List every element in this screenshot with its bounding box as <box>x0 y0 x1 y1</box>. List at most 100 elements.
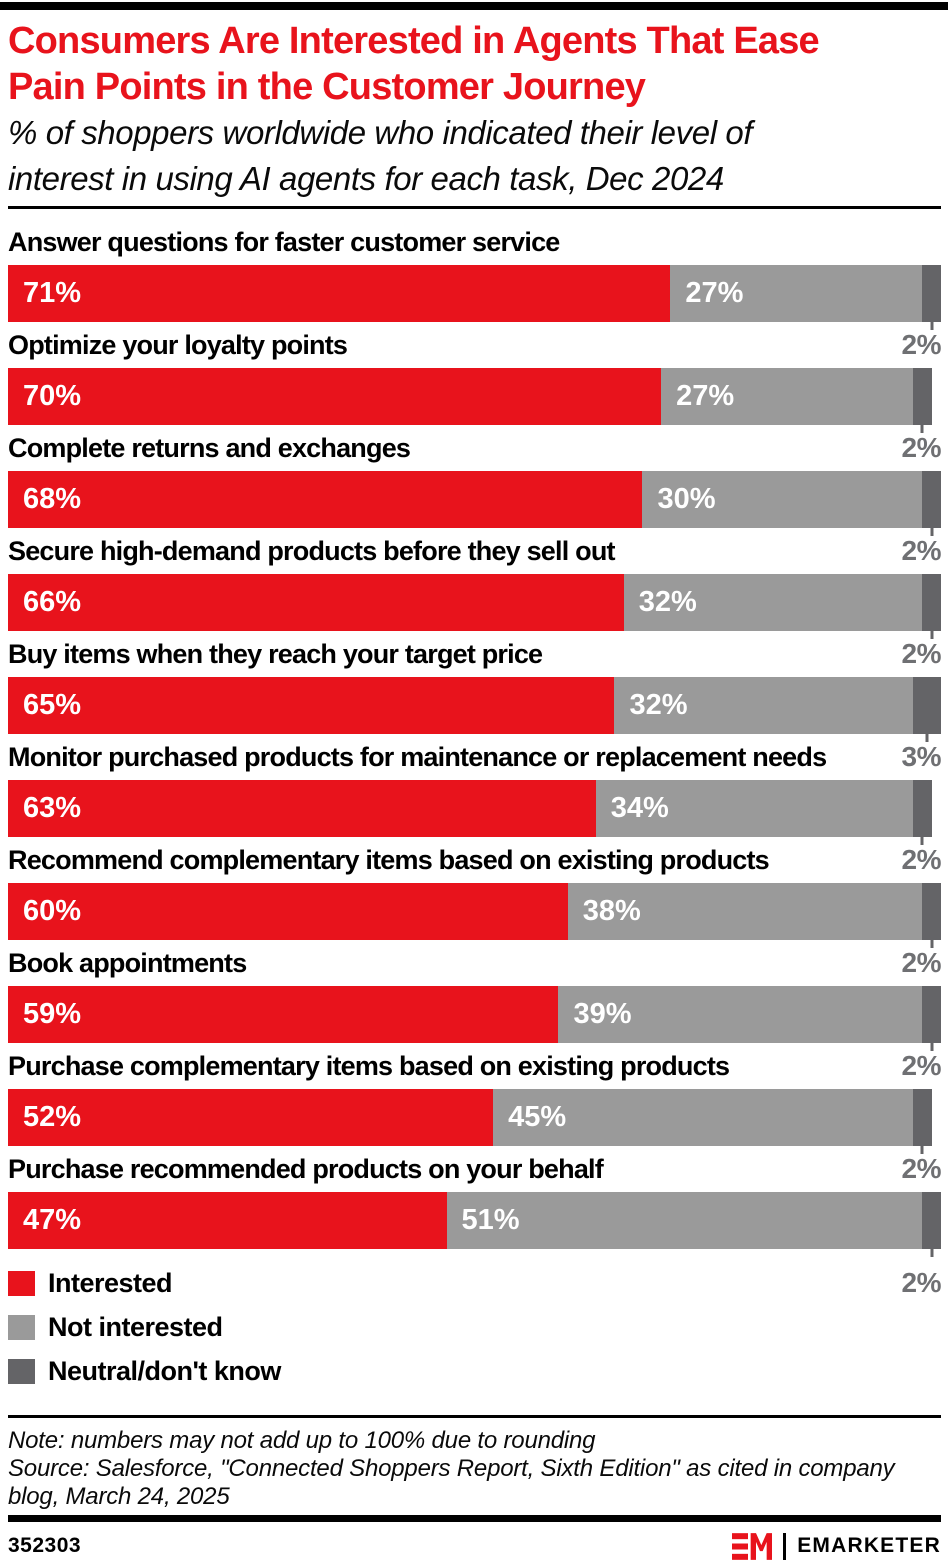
bar-segment-interested: 71% <box>8 265 671 322</box>
bar-segment-neutral <box>922 265 941 322</box>
category-line: Monitor purchased products for maintenan… <box>8 734 942 780</box>
segment-value-not-interested: 27% <box>685 277 744 309</box>
legend-label-neutral: Neutral/don't know <box>48 1355 281 1386</box>
bar-segment-interested: 65% <box>8 677 615 734</box>
category-label: Monitor purchased products for maintenan… <box>8 741 827 772</box>
legend-row-not-interested: Not interested <box>8 1305 941 1349</box>
segment-value-interested: 47% <box>23 1204 82 1236</box>
legend-row-neutral: Neutral/don't know <box>8 1349 941 1393</box>
bar-segment-neutral <box>922 1192 941 1249</box>
category-label: Purchase recommended products on your be… <box>8 1153 604 1184</box>
neutral-value-label-last: 2% <box>901 1267 942 1298</box>
bar-segment-neutral <box>922 986 941 1043</box>
segment-value-interested: 65% <box>23 689 82 721</box>
bar-segment-not-interested: 32% <box>623 574 923 631</box>
bar-segment-not-interested: 27% <box>661 368 913 425</box>
neutral-tick-icon <box>920 1146 924 1154</box>
chart-row: Answer questions for faster customer ser… <box>8 219 941 330</box>
category-line: Purchase recommended products on your be… <box>8 1146 942 1192</box>
neutral-tick-icon <box>930 1043 934 1051</box>
emarketer-logo-icon <box>732 1532 773 1560</box>
category-label: Optimize your loyalty points <box>8 329 348 360</box>
category-line: Secure high-demand products before they … <box>8 528 942 574</box>
chart-row: Monitor purchased products for maintenan… <box>8 734 942 845</box>
chart-row: Complete returns and exchanges 2% 68% 30… <box>8 425 942 536</box>
chart-row: Purchase recommended products on your be… <box>8 1146 942 1257</box>
chart-title-line-1: Consumers Are Interested in Agents That … <box>8 20 820 62</box>
category-line: Optimize your loyalty points 2% <box>8 322 942 368</box>
source-text: Source: Salesforce, "Connected Shoppers … <box>8 1455 895 1510</box>
bar-segment-not-interested: 27% <box>670 265 923 322</box>
brand-divider <box>783 1532 787 1560</box>
bar-segment-not-interested: 34% <box>595 780 913 837</box>
neutral-tick-icon <box>930 1249 934 1257</box>
neutral-tick-icon <box>930 528 934 536</box>
category-line: Purchase complementary items based on ex… <box>8 1043 942 1089</box>
brand-lockup: EMARKETER <box>732 1532 941 1560</box>
chart-row: Secure high-demand products before they … <box>8 528 942 639</box>
bar-segment-interested: 52% <box>8 1089 494 1146</box>
footnote-divider <box>8 1415 941 1418</box>
segment-value-not-interested: 45% <box>508 1101 567 1133</box>
stacked-bar: 47% 51% <box>8 1192 941 1257</box>
segment-value-not-interested: 30% <box>657 483 716 515</box>
legend: Interested 2% Not interested Neutral/don… <box>8 1261 942 1393</box>
category-label: Secure high-demand products before they … <box>8 535 616 566</box>
bar-chart: Answer questions for faster customer ser… <box>8 219 942 1257</box>
neutral-value-label: 2% <box>901 329 942 360</box>
neutral-value-label: 2% <box>901 947 942 978</box>
chart-row: Buy items when they reach your target pr… <box>8 631 942 742</box>
footer-bar: 352303 EMARKETER <box>8 1528 941 1564</box>
segment-value-interested: 60% <box>23 895 82 927</box>
chart-row: Book appointments 2% 59% 39% <box>8 940 942 1051</box>
top-border-bar <box>0 2 948 10</box>
stacked-bar: 68% 30% <box>8 471 941 536</box>
chart-subtitle-line-1: % of shoppers worldwide who indicated th… <box>8 114 753 151</box>
note-text: Note: numbers may not add up to 100% due… <box>8 1427 596 1454</box>
segment-value-interested: 68% <box>23 483 82 515</box>
neutral-tick-icon <box>925 734 929 742</box>
neutral-value-label: 2% <box>901 844 942 875</box>
legend-swatch-not-interested-icon <box>8 1314 35 1340</box>
bar-segment-not-interested: 32% <box>614 677 913 734</box>
chart-row: Purchase complementary items based on ex… <box>8 1043 942 1154</box>
segment-value-not-interested: 39% <box>573 998 632 1030</box>
segment-value-not-interested: 34% <box>610 792 669 824</box>
bar-segment-neutral <box>912 677 941 734</box>
segment-value-interested: 52% <box>23 1101 82 1133</box>
neutral-tick-icon <box>930 940 934 948</box>
stacked-bar: 70% 27% <box>8 368 941 433</box>
category-label: Recommend complementary items based on e… <box>8 844 770 875</box>
neutral-tick-icon <box>920 425 924 433</box>
neutral-value-label: 2% <box>901 1153 942 1184</box>
chart-subtitle-line-2: interest in using AI agents for each tas… <box>8 160 724 197</box>
neutral-value-label: 2% <box>901 1050 942 1081</box>
category-label: Answer questions for faster customer ser… <box>8 226 560 257</box>
segment-value-interested: 71% <box>23 277 82 309</box>
bar-segment-neutral <box>913 780 932 837</box>
segment-value-not-interested: 32% <box>638 586 697 618</box>
neutral-tick-icon <box>920 837 924 845</box>
bar-segment-interested: 63% <box>8 780 596 837</box>
chart-title-line-2: Pain Points in the Customer Journey <box>8 66 646 108</box>
neutral-value-label: 2% <box>901 638 942 669</box>
legend-label-not-interested: Not interested <box>48 1311 223 1342</box>
stacked-bar: 66% 32% <box>8 574 941 639</box>
bar-segment-not-interested: 39% <box>558 986 923 1043</box>
segment-value-interested: 66% <box>23 586 82 618</box>
bar-segment-neutral <box>913 368 932 425</box>
bar-segment-not-interested: 51% <box>446 1192 923 1249</box>
segment-value-interested: 63% <box>23 792 82 824</box>
category-line: Recommend complementary items based on e… <box>8 837 942 883</box>
category-line: Answer questions for faster customer ser… <box>8 219 941 265</box>
footer-divider <box>8 1515 941 1522</box>
stacked-bar: 52% 45% <box>8 1089 941 1154</box>
chart-id: 352303 <box>8 1534 82 1557</box>
bar-segment-not-interested: 45% <box>493 1089 913 1146</box>
segment-value-not-interested: 38% <box>582 895 641 927</box>
neutral-value-label: 2% <box>901 535 942 566</box>
bar-segment-neutral <box>913 1089 932 1146</box>
segment-value-interested: 70% <box>23 380 82 412</box>
stacked-bar: 60% 38% <box>8 883 941 948</box>
